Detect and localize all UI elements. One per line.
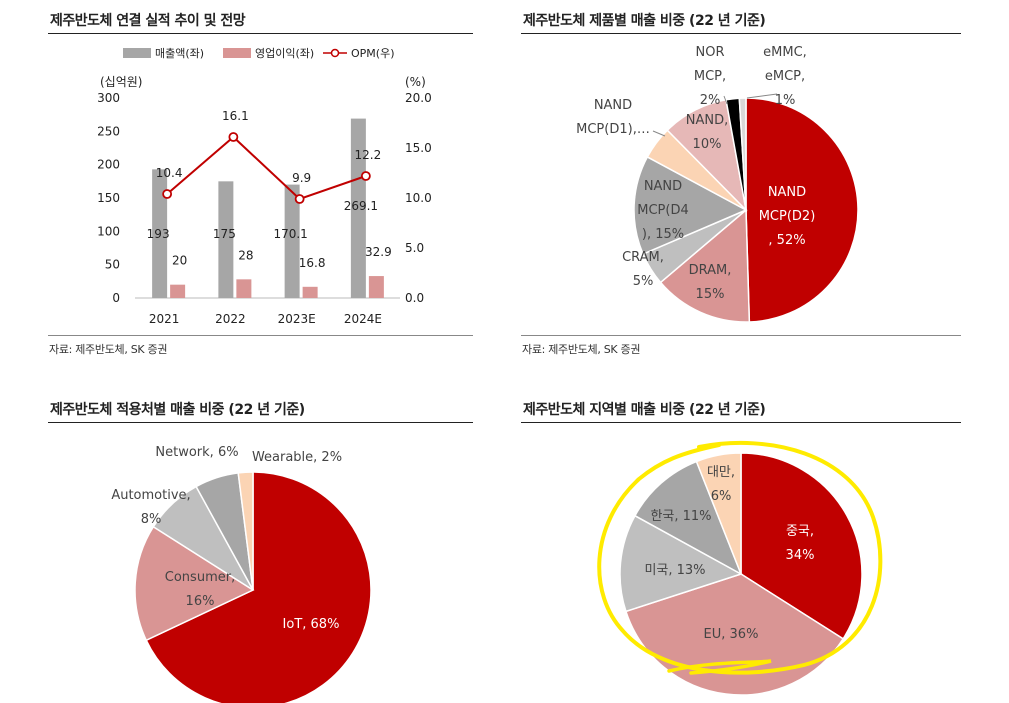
product-pie-slice-label-0: NAND MCP(D2), 52% <box>759 185 816 248</box>
region-pie-slice-3 <box>633 460 743 576</box>
region-pie-slice-label-3: 한국, 11% <box>650 509 711 524</box>
application-pie-slice-label-0: IoT, 68% <box>283 617 340 632</box>
chart2-source: 자료: 제주반도체, SK 증권 <box>522 343 641 356</box>
highlight-circle <box>597 440 883 675</box>
bar-revenue-2024E <box>350 118 366 298</box>
highlight-underline <box>667 659 772 675</box>
product-pie-slice-1 <box>659 208 751 323</box>
product-pie-slice-label-5: NAND, 10% <box>686 113 729 152</box>
bar-revenue-2021 <box>152 169 168 298</box>
product-pie-slice-0 <box>745 97 859 323</box>
application-pie-slice-label-3: Network, 6% <box>155 445 238 460</box>
chart3-title: 제주반도체 적용처별 매출 비중 (22 년 기준) <box>50 402 305 418</box>
left-tick-label: 100 <box>97 224 120 238</box>
category-label-2022: 2022 <box>215 312 246 326</box>
application-pie-slice-0 <box>145 471 372 703</box>
product-pie-slice-3 <box>633 155 748 256</box>
chart1-title: 제주반도체 연결 실적 추이 및 전망 <box>50 13 246 29</box>
left-axis-unit: (십억원) <box>100 75 142 89</box>
region-pie-slice-2 <box>619 514 743 613</box>
chart1-source: 자료: 제주반도체, SK 증권 <box>49 343 168 356</box>
label-revenue-2022: 175 <box>213 227 236 241</box>
label-revenue-2023E: 170.1 <box>273 227 307 241</box>
product-pie-slice-label-4: NAND MCP(D1),… <box>576 98 650 137</box>
product-pie-slice-label-6: NOR MCP, 2% <box>694 45 726 108</box>
bar-op-income-2023E <box>302 286 318 298</box>
product-pie-slice-label-7: eMMC, eMCP, 1% <box>763 45 807 108</box>
region-pie-slice-label-4: 대만, 6% <box>707 465 735 504</box>
chart2-bottom-rule <box>521 335 961 336</box>
left-tick-label: 150 <box>97 191 120 205</box>
chart4-svg: 중국, 34% EU, 36% 미국, 13% 한국, 11% 대만, 6% <box>597 440 883 696</box>
product-pie-leader-emmc <box>746 93 778 99</box>
right-tick-label: 0.0 <box>405 291 424 305</box>
region-pie-slice-label-0: 중국, 34% <box>786 524 815 563</box>
right-tick-label: 5.0 <box>405 241 424 255</box>
category-label-2024E: 2024E <box>344 312 382 326</box>
left-tick-label: 200 <box>97 158 120 172</box>
legend-label-opm: OPM(우) <box>351 47 395 60</box>
bar-revenue-2023E <box>284 184 300 298</box>
chart2-svg: NAND MCP(D2), 52% DRAM, 15% CRAM, 5% NAND MCP(D… <box>576 45 859 323</box>
left-tick-label: 50 <box>105 258 120 272</box>
left-tick-label: 250 <box>97 124 120 138</box>
category-label-2021: 2021 <box>149 312 180 326</box>
opm-line <box>166 135 367 201</box>
right-tick-label: 20.0 <box>405 91 432 105</box>
bar-op-income-2022 <box>236 279 252 298</box>
label-revenue-2021: 193 <box>147 227 170 241</box>
opm-point-2024E <box>360 171 371 181</box>
region-pie-slice-4 <box>695 452 742 575</box>
product-pie-leader-nor <box>723 95 728 105</box>
chart1-bottom-rule <box>48 335 473 336</box>
label-op-income-2023E: 16.8 <box>299 256 326 270</box>
left-tick-label: 0 <box>112 291 120 305</box>
product-pie-slice-label-2: CRAM, 5% <box>622 250 664 289</box>
right-tick-label: 15.0 <box>405 141 432 155</box>
region-pie-slice-label-1: EU, 36% <box>704 627 759 642</box>
label-op-income-2024E: 32.9 <box>365 245 392 259</box>
left-tick-label: 300 <box>97 91 120 105</box>
chart2-title-rule <box>521 33 961 34</box>
application-pie-slice-4 <box>237 471 254 591</box>
legend-swatch-0 <box>123 48 151 58</box>
legend-label-1: 영업이익(좌) <box>255 47 314 60</box>
chart3-title-rule <box>48 422 473 423</box>
opm-label-2022: 16.1 <box>222 109 249 123</box>
chart1-svg: 매출액(좌) 영업이익(좌) OPM(우) (십억원) (%) 0 50 100 150 200 2… <box>97 47 432 326</box>
bar-op-income-2024E <box>368 276 384 298</box>
product-pie-slice-label-3: NAND MCP(D4), 15% <box>637 179 689 242</box>
chart4-title: 제주반도체 지역별 매출 비중 (22 년 기준) <box>523 402 766 418</box>
label-op-income-2021: 20 <box>172 254 187 268</box>
application-pie-slice-label-4: Wearable, 2% <box>252 450 342 465</box>
right-tick-label: 10.0 <box>405 191 432 205</box>
bar-revenue-2022 <box>218 181 234 298</box>
product-pie-leader-d1 <box>652 130 666 137</box>
chart3-svg: IoT, 68% Consumer, 16% Automotive, 8% Network… <box>111 445 372 703</box>
category-label-2023E: 2023E <box>278 312 316 326</box>
right-axis-unit: (%) <box>405 75 426 89</box>
product-pie-slice-label-1: DRAM, 15% <box>689 263 732 302</box>
chart1-title-rule <box>48 33 473 34</box>
application-pie-slice-label-2: Automotive, 8% <box>111 488 190 527</box>
legend-label-0: 매출액(좌) <box>155 47 204 60</box>
bar-op-income-2021 <box>170 284 186 298</box>
label-revenue-2024E: 269.1 <box>344 199 378 213</box>
legend-marker-opm <box>330 48 340 58</box>
product-pie-slice-7 <box>738 97 747 211</box>
application-pie-slice-label-1: Consumer, 16% <box>165 570 235 609</box>
opm-label-2023E: 9.9 <box>292 171 311 185</box>
chart2-title: 제주반도체 제품별 매출 비중 (22 년 기준) <box>523 13 766 29</box>
opm-point-2022 <box>228 132 239 142</box>
application-pie-slice-1 <box>134 525 255 642</box>
legend-swatch-1 <box>223 48 251 58</box>
opm-label-2021: 10.4 <box>156 166 183 180</box>
opm-label-2024E: 12.2 <box>355 148 382 162</box>
label-op-income-2022: 28 <box>238 248 253 262</box>
opm-point-2023E <box>294 194 305 204</box>
region-pie-slice-label-2: 미국, 13% <box>644 563 705 578</box>
opm-point-2021 <box>162 189 173 199</box>
chart4-title-rule <box>521 422 961 423</box>
